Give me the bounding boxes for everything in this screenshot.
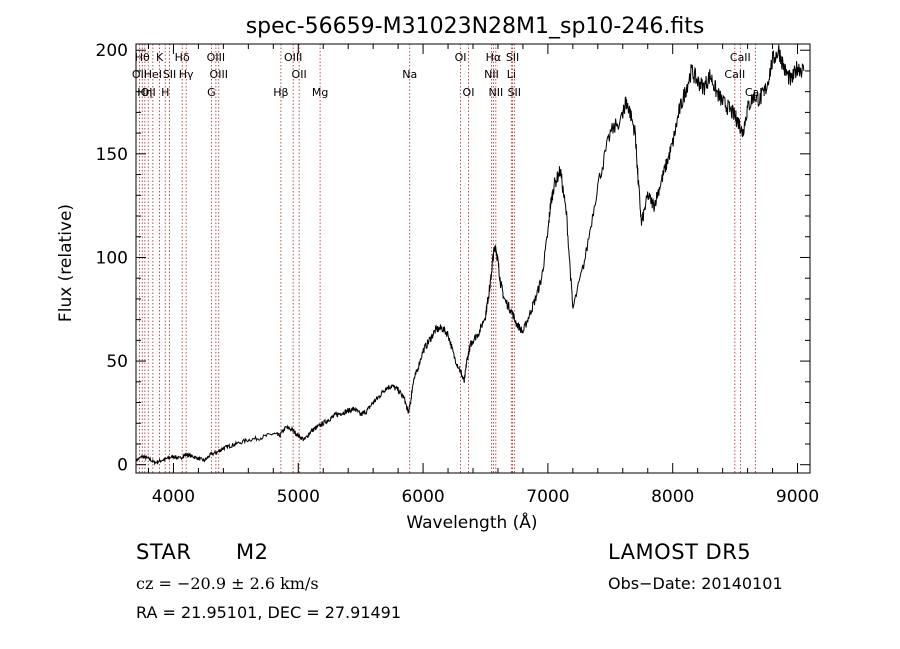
y-tick-label-150: 150 — [96, 145, 128, 165]
line-label-22: NII — [488, 86, 503, 99]
line-label-23: Li — [507, 68, 516, 81]
line-label-25: SII — [508, 86, 521, 99]
line-label-1: Hθ — [135, 51, 150, 64]
x-axis: 4000 5000 6000 7000 8000 9000 — [147, 44, 819, 507]
coordinates: RA = 21.95101, DEC = 27.91491 — [136, 603, 402, 622]
line-label-18: OI — [455, 51, 467, 64]
x-tick-label-4000: 4000 — [152, 487, 195, 507]
line-label-12: OIII — [210, 68, 228, 81]
x-tick-label-8000: 8000 — [651, 487, 694, 507]
x-tick-label-9000: 9000 — [776, 487, 819, 507]
line-label-27: CaII — [730, 51, 751, 64]
x-tick-label-5000: 5000 — [277, 487, 320, 507]
line-label-16: Mg — [312, 86, 328, 99]
survey-name: LAMOST DR5 — [608, 540, 752, 564]
y-tick-label-0: 0 — [117, 456, 128, 476]
y-tick-label-200: 200 — [96, 41, 128, 61]
line-label-5: K — [156, 51, 164, 64]
line-label-13: Hβ — [273, 86, 288, 99]
y-tick-label-50: 50 — [106, 352, 128, 372]
plot-frame — [135, 43, 811, 474]
x-axis-label: Wavelength (Å) — [406, 511, 537, 533]
line-label-11: OIII — [207, 51, 225, 64]
line-label-24: SII — [506, 51, 519, 64]
line-label-3: OII — [141, 86, 156, 99]
spectral-line-labels: OIIHθHηOIIHeIKHSIIHδHγGOIIIOIIIHβOIIIOII… — [132, 51, 766, 99]
object-class: STAR — [136, 540, 192, 564]
line-label-6: H — [161, 86, 169, 99]
chart-title: spec-56659-M31023N28M1_sp10-246.fits — [246, 14, 705, 39]
line-label-10: G — [207, 86, 216, 99]
line-label-9: Hγ — [179, 68, 194, 81]
observation-date: Obs−Date: 20140101 — [608, 574, 783, 593]
line-label-26: CaII — [724, 68, 745, 81]
y-axis: 0 50 100 150 200 — [96, 41, 810, 476]
y-tick-label-100: 100 — [96, 248, 128, 268]
line-label-4: HeI — [144, 68, 162, 81]
redshift-velocity: cz = −20.9 ± 2.6 km/s — [136, 574, 319, 593]
line-label-21: Hα — [486, 51, 502, 64]
x-tick-label-7000: 7000 — [526, 487, 569, 507]
line-label-20: NII — [484, 68, 499, 81]
line-label-8: Hδ — [175, 51, 190, 64]
line-label-7: SII — [163, 68, 176, 81]
x-tick-label-6000: 6000 — [401, 487, 444, 507]
line-label-17: Na — [402, 68, 417, 81]
spectrum-line — [135, 44, 805, 466]
line-label-14: OIII — [284, 51, 302, 64]
line-label-19: OI — [463, 86, 475, 99]
line-label-15: OII — [292, 68, 307, 81]
object-subclass: M2 — [236, 540, 269, 564]
spectral-line-markers — [139, 44, 756, 473]
line-label-2: Hη — [137, 86, 152, 99]
y-axis-label: Flux (relative) — [56, 204, 76, 322]
